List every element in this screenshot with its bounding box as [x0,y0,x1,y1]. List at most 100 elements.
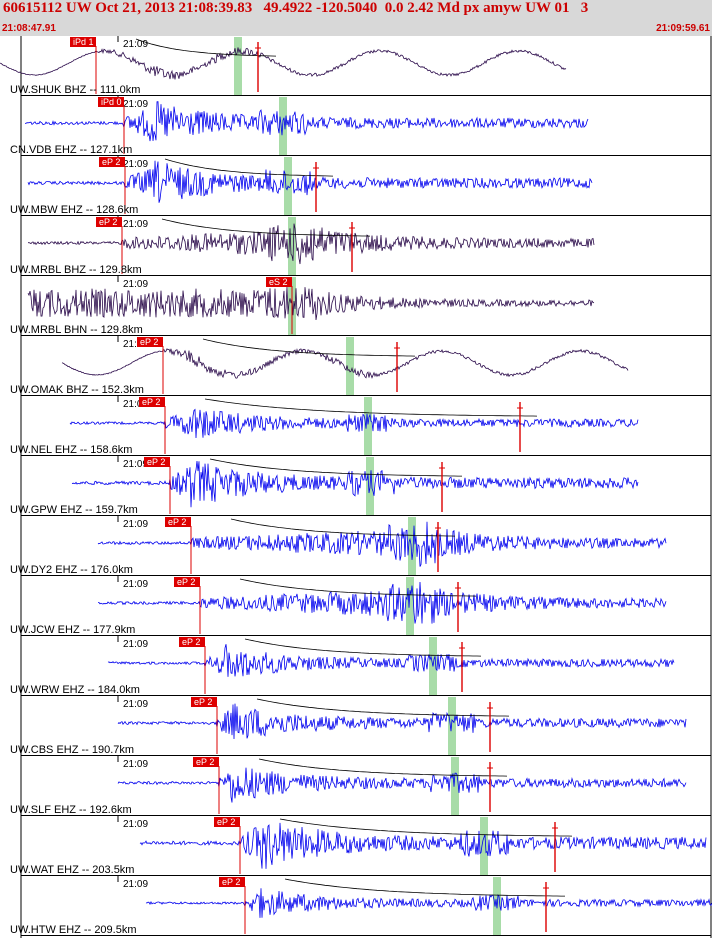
station-label: CN.VDB EHZ -- 127.1km [10,144,132,156]
waveform [69,408,639,439]
decay-curve [209,458,462,477]
pick-box [144,457,170,467]
station-label: UW.HTW EHZ -- 209.5km [10,924,137,936]
minute-label: 21:09 [123,339,148,350]
minute-label: 21:09 [123,639,148,650]
decay-curve [279,818,573,837]
station-label: UW.GPW EHZ -- 159.7km [10,504,138,516]
pick-box [191,697,217,707]
pick-box [139,397,165,407]
s-window [234,37,242,95]
s-window [364,397,372,455]
pick-label: eP 2 [222,877,240,887]
minute-label: 21:09 [123,99,148,110]
s-window [406,577,414,635]
minute-label: 21:09 [123,879,148,890]
pick-label: eP 2 [142,397,160,407]
s-window [346,337,354,395]
station-label: UW.MRBL BHZ -- 129.8km [10,264,142,276]
waveform [71,461,639,508]
s-window [288,217,296,275]
pick-label: eS 2 [269,277,288,287]
pick-box [99,157,125,167]
waveform [139,822,707,869]
start-time: 21:08:47.91 [2,23,56,34]
pick-label: iPd 0 [101,97,122,107]
pick-label: eP 2 [177,577,195,587]
waveform [61,348,629,379]
pick-label: eP 2 [196,757,214,767]
station-label: UW.DY2 EHZ -- 176.0km [10,564,133,576]
trace-row: 21:09 eS 2 UW.MRBL BHN -- 129.8km [10,276,711,336]
pick-label: eP 2 [168,517,186,527]
trace-row: 21:09 iPd 1 UW.SHUK BHZ -- 111.0km [0,36,711,96]
waveform [27,286,595,321]
s-window [408,517,416,575]
header-bar: 60615112 UW Oct 21, 2013 21:08:39.83 49.… [0,0,712,36]
station-label: UW.SLF EHZ -- 192.6km [10,804,132,816]
pick-label: eP 2 [217,817,235,827]
minute-label: 21:09 [123,579,148,590]
decay-curve [204,398,538,417]
trace-row: 21:09 eP 2 UW.JCW EHZ -- 177.9km [10,576,711,636]
pick-label: eP 2 [140,337,158,347]
pick-box [96,217,122,227]
pick-box [214,817,240,827]
pick-box [165,517,191,527]
station-label: UW.JCW EHZ -- 177.9km [10,624,135,636]
station-label: UW.CBS EHZ -- 190.7km [10,744,134,756]
waveform [0,47,567,80]
waveform [28,223,595,265]
pick-box [179,637,205,647]
waveform [98,581,667,624]
pick-label: eP 2 [194,697,212,707]
s-window [448,697,456,755]
trace-row: 21:09 eP 2 UW.WRW EHZ -- 184.0km [10,636,711,696]
station-label: UW.MRBL BHN -- 129.8km [10,324,143,336]
pick-label: iPd 1 [73,37,94,47]
trace-row: 21:09 eP 2 UW.HTW EHZ -- 209.5km [10,876,712,936]
trace-row: 21:09 eP 2 UW.DY2 EHZ -- 176.0km [10,516,711,576]
decay-curve [258,758,508,777]
minute-label: 21:09 [123,39,148,50]
pick-label: eP 2 [182,637,200,647]
minute-label: 21:09 [123,699,148,710]
pick-box [193,757,219,767]
minute-label: 21:09 [123,219,148,230]
end-time: 21:09:59.61 [656,23,710,34]
station-label: UW.SHUK BHZ -- 111.0km [10,84,140,96]
minute-label: 21:09 [123,519,148,530]
pick-label: eP 2 [102,157,120,167]
minute-label: 21:09 [123,759,148,770]
waveform [117,703,687,740]
minute-label: 21:09 [123,159,148,170]
event-title: 60615112 UW Oct 21, 2013 21:08:39.83 49.… [3,0,589,16]
pick-box [98,97,124,107]
s-window [480,817,488,875]
pick-box [219,877,245,887]
waveform [27,160,593,203]
station-label: UW.OMAK BHZ -- 152.3km [10,384,144,396]
s-window [451,757,459,815]
decay-curve [239,578,477,597]
pick-box [137,337,163,347]
waveform [107,644,675,677]
trace-row: 21:09 eP 2 UW.CBS EHZ -- 190.7km [10,696,711,756]
decay-curve [244,638,482,657]
trace-row: 21:09 eP 2 UW.WAT EHZ -- 203.5km [10,816,711,876]
pick-box [266,277,292,287]
waveform [24,101,589,142]
station-label: UW.MBW EHZ -- 128.6km [10,204,138,216]
decay-curve [284,878,565,897]
decay-curve [202,338,416,357]
minute-label: 21:09 [123,279,148,290]
pick-box [174,577,200,587]
waveform [117,767,687,803]
trace-row: 21:09 eP 2 UW.SLF EHZ -- 192.6km [10,756,711,816]
waveform [97,521,667,567]
